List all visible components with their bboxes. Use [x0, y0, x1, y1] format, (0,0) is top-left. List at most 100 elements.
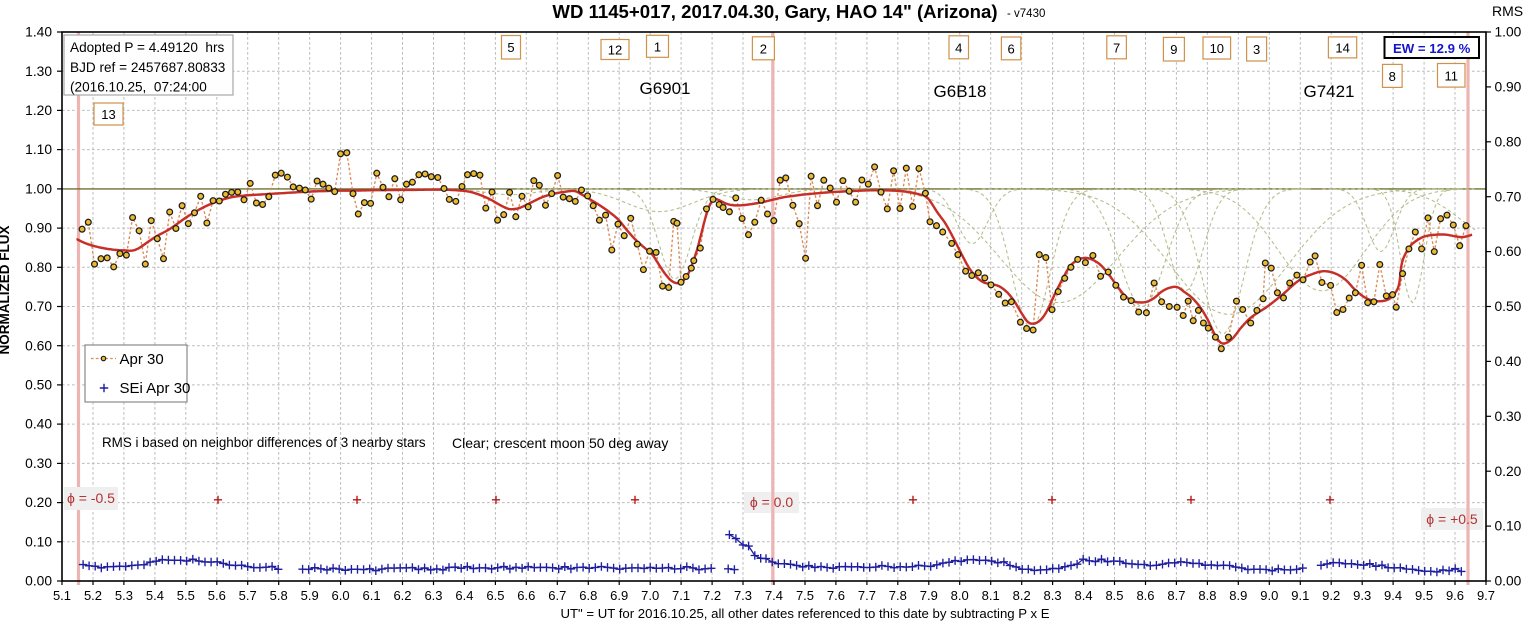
svg-text:5.5: 5.5 — [177, 588, 195, 603]
svg-text:7.2: 7.2 — [703, 588, 721, 603]
svg-text:6.3: 6.3 — [424, 588, 442, 603]
svg-text:0.30: 0.30 — [25, 456, 52, 471]
svg-text:8: 8 — [1389, 69, 1396, 84]
svg-text:9.0: 9.0 — [1260, 588, 1278, 603]
svg-text:6.5: 6.5 — [486, 588, 504, 603]
svg-text:0.60: 0.60 — [1495, 244, 1522, 259]
svg-text:0.40: 0.40 — [25, 417, 52, 432]
svg-text:8.5: 8.5 — [1105, 588, 1123, 603]
svg-text:Clear; crescent moon 50 deg aw: Clear; crescent moon 50 deg away — [452, 435, 668, 451]
svg-text:0.70: 0.70 — [1495, 189, 1522, 204]
svg-text:5.3: 5.3 — [115, 588, 133, 603]
svg-text:7: 7 — [1113, 40, 1120, 55]
svg-text:9.2: 9.2 — [1322, 588, 1340, 603]
svg-text:5.9: 5.9 — [301, 588, 319, 603]
svg-text:0.10: 0.10 — [25, 534, 52, 549]
svg-text:9.3: 9.3 — [1353, 588, 1371, 603]
svg-text:0.20: 0.20 — [25, 495, 52, 510]
svg-text:13: 13 — [101, 107, 115, 122]
svg-text:10: 10 — [1210, 41, 1224, 56]
svg-text:0.50: 0.50 — [25, 378, 52, 393]
svg-text:6.1: 6.1 — [363, 588, 381, 603]
svg-text:1.10: 1.10 — [25, 142, 52, 157]
svg-text:7.3: 7.3 — [734, 588, 752, 603]
svg-text:5.6: 5.6 — [208, 588, 226, 603]
svg-text:6.2: 6.2 — [393, 588, 411, 603]
svg-text:ϕ = -0.5: ϕ = -0.5 — [67, 490, 115, 506]
svg-text:3: 3 — [1253, 42, 1260, 57]
svg-text:8.3: 8.3 — [1044, 588, 1062, 603]
svg-text:7.7: 7.7 — [858, 588, 876, 603]
svg-text:9: 9 — [1170, 42, 1177, 57]
svg-text:5.4: 5.4 — [146, 588, 164, 603]
svg-text:8.2: 8.2 — [1013, 588, 1031, 603]
svg-text:5.1: 5.1 — [53, 588, 71, 603]
svg-text:1.00: 1.00 — [1495, 25, 1522, 40]
svg-text:8.7: 8.7 — [1167, 588, 1185, 603]
svg-text:0.90: 0.90 — [1495, 80, 1522, 95]
svg-text:1.30: 1.30 — [25, 64, 52, 79]
svg-text:9.5: 9.5 — [1415, 588, 1433, 603]
svg-text:6.0: 6.0 — [332, 588, 350, 603]
svg-text:6.9: 6.9 — [610, 588, 628, 603]
svg-text:UT" = UT for 2016.10.25, all: UT" = UT for 2016.10.25, all other dates… — [560, 606, 1049, 621]
svg-text:1.20: 1.20 — [25, 103, 52, 118]
svg-text:7.0: 7.0 — [641, 588, 659, 603]
svg-text:2: 2 — [760, 41, 767, 56]
svg-text:7.9: 7.9 — [920, 588, 938, 603]
svg-text:9.4: 9.4 — [1384, 588, 1402, 603]
svg-text:6: 6 — [1007, 41, 1014, 56]
svg-text:EW = 12.9 %: EW = 12.9 % — [1393, 41, 1471, 56]
svg-text:8.9: 8.9 — [1229, 588, 1247, 603]
svg-text:SEi Apr 30: SEi Apr 30 — [120, 380, 191, 397]
svg-text:0.60: 0.60 — [25, 338, 52, 353]
svg-text:G6B18: G6B18 — [934, 82, 987, 101]
svg-text:6.4: 6.4 — [455, 588, 473, 603]
svg-text:- v7430: - v7430 — [1007, 8, 1045, 20]
svg-text:RMS: RMS — [1492, 3, 1523, 19]
svg-text:0.50: 0.50 — [1495, 299, 1522, 314]
svg-text:6.8: 6.8 — [579, 588, 597, 603]
svg-text:Apr 30: Apr 30 — [120, 351, 164, 368]
svg-text:G7421: G7421 — [1303, 82, 1354, 101]
svg-text:9.1: 9.1 — [1291, 588, 1309, 603]
svg-text:8.8: 8.8 — [1198, 588, 1216, 603]
svg-text:8.6: 8.6 — [1136, 588, 1154, 603]
svg-text:7.5: 7.5 — [796, 588, 814, 603]
svg-text:0.70: 0.70 — [25, 299, 52, 314]
svg-text:0.40: 0.40 — [1495, 354, 1522, 369]
svg-text:G6901: G6901 — [639, 79, 690, 98]
svg-text:RMS i based on neighbor differ: RMS i based on neighbor differences of 3… — [102, 435, 426, 450]
svg-text:ϕ = 0.0: ϕ = 0.0 — [750, 494, 793, 510]
svg-text:1.00: 1.00 — [25, 182, 52, 197]
svg-text:5: 5 — [507, 40, 514, 55]
svg-text:1: 1 — [654, 39, 661, 54]
svg-text:0.00: 0.00 — [25, 574, 52, 589]
svg-text:Adopted P = 4.49120 hrs: Adopted P = 4.49120 hrs — [70, 40, 225, 55]
svg-text:0.90: 0.90 — [25, 221, 52, 236]
svg-text:0.20: 0.20 — [1495, 464, 1522, 479]
svg-text:6.6: 6.6 — [517, 588, 535, 603]
svg-text:5.7: 5.7 — [239, 588, 257, 603]
svg-text:BJD ref = 2457687.80833: BJD ref = 2457687.80833 — [70, 60, 225, 75]
svg-text:(2016.10.25, 07:24:00: (2016.10.25, 07:24:00 — [70, 80, 207, 95]
svg-text:ϕ = +0.5: ϕ = +0.5 — [1426, 511, 1478, 527]
svg-text:7.8: 7.8 — [889, 588, 907, 603]
svg-text:WD 1145+017, 2017.04.30, Gary,: WD 1145+017, 2017.04.30, Gary, HAO 14" (… — [552, 1, 997, 22]
svg-text:5.8: 5.8 — [270, 588, 288, 603]
svg-text:1.40: 1.40 — [25, 25, 52, 40]
svg-text:5.2: 5.2 — [84, 588, 102, 603]
svg-text:14: 14 — [1335, 40, 1349, 55]
svg-text:4: 4 — [955, 40, 962, 55]
svg-text:NORMALIZED FLUX: NORMALIZED FLUX — [0, 226, 12, 355]
svg-text:7.6: 7.6 — [827, 588, 845, 603]
svg-text:0.10: 0.10 — [1495, 519, 1522, 534]
svg-text:11: 11 — [1444, 68, 1458, 83]
svg-text:0.00: 0.00 — [1495, 574, 1522, 589]
svg-text:6.7: 6.7 — [548, 588, 566, 603]
svg-text:8.4: 8.4 — [1075, 588, 1093, 603]
svg-text:7.1: 7.1 — [672, 588, 690, 603]
svg-text:8.1: 8.1 — [982, 588, 1000, 603]
svg-text:9.7: 9.7 — [1477, 588, 1495, 603]
svg-text:0.80: 0.80 — [25, 260, 52, 275]
